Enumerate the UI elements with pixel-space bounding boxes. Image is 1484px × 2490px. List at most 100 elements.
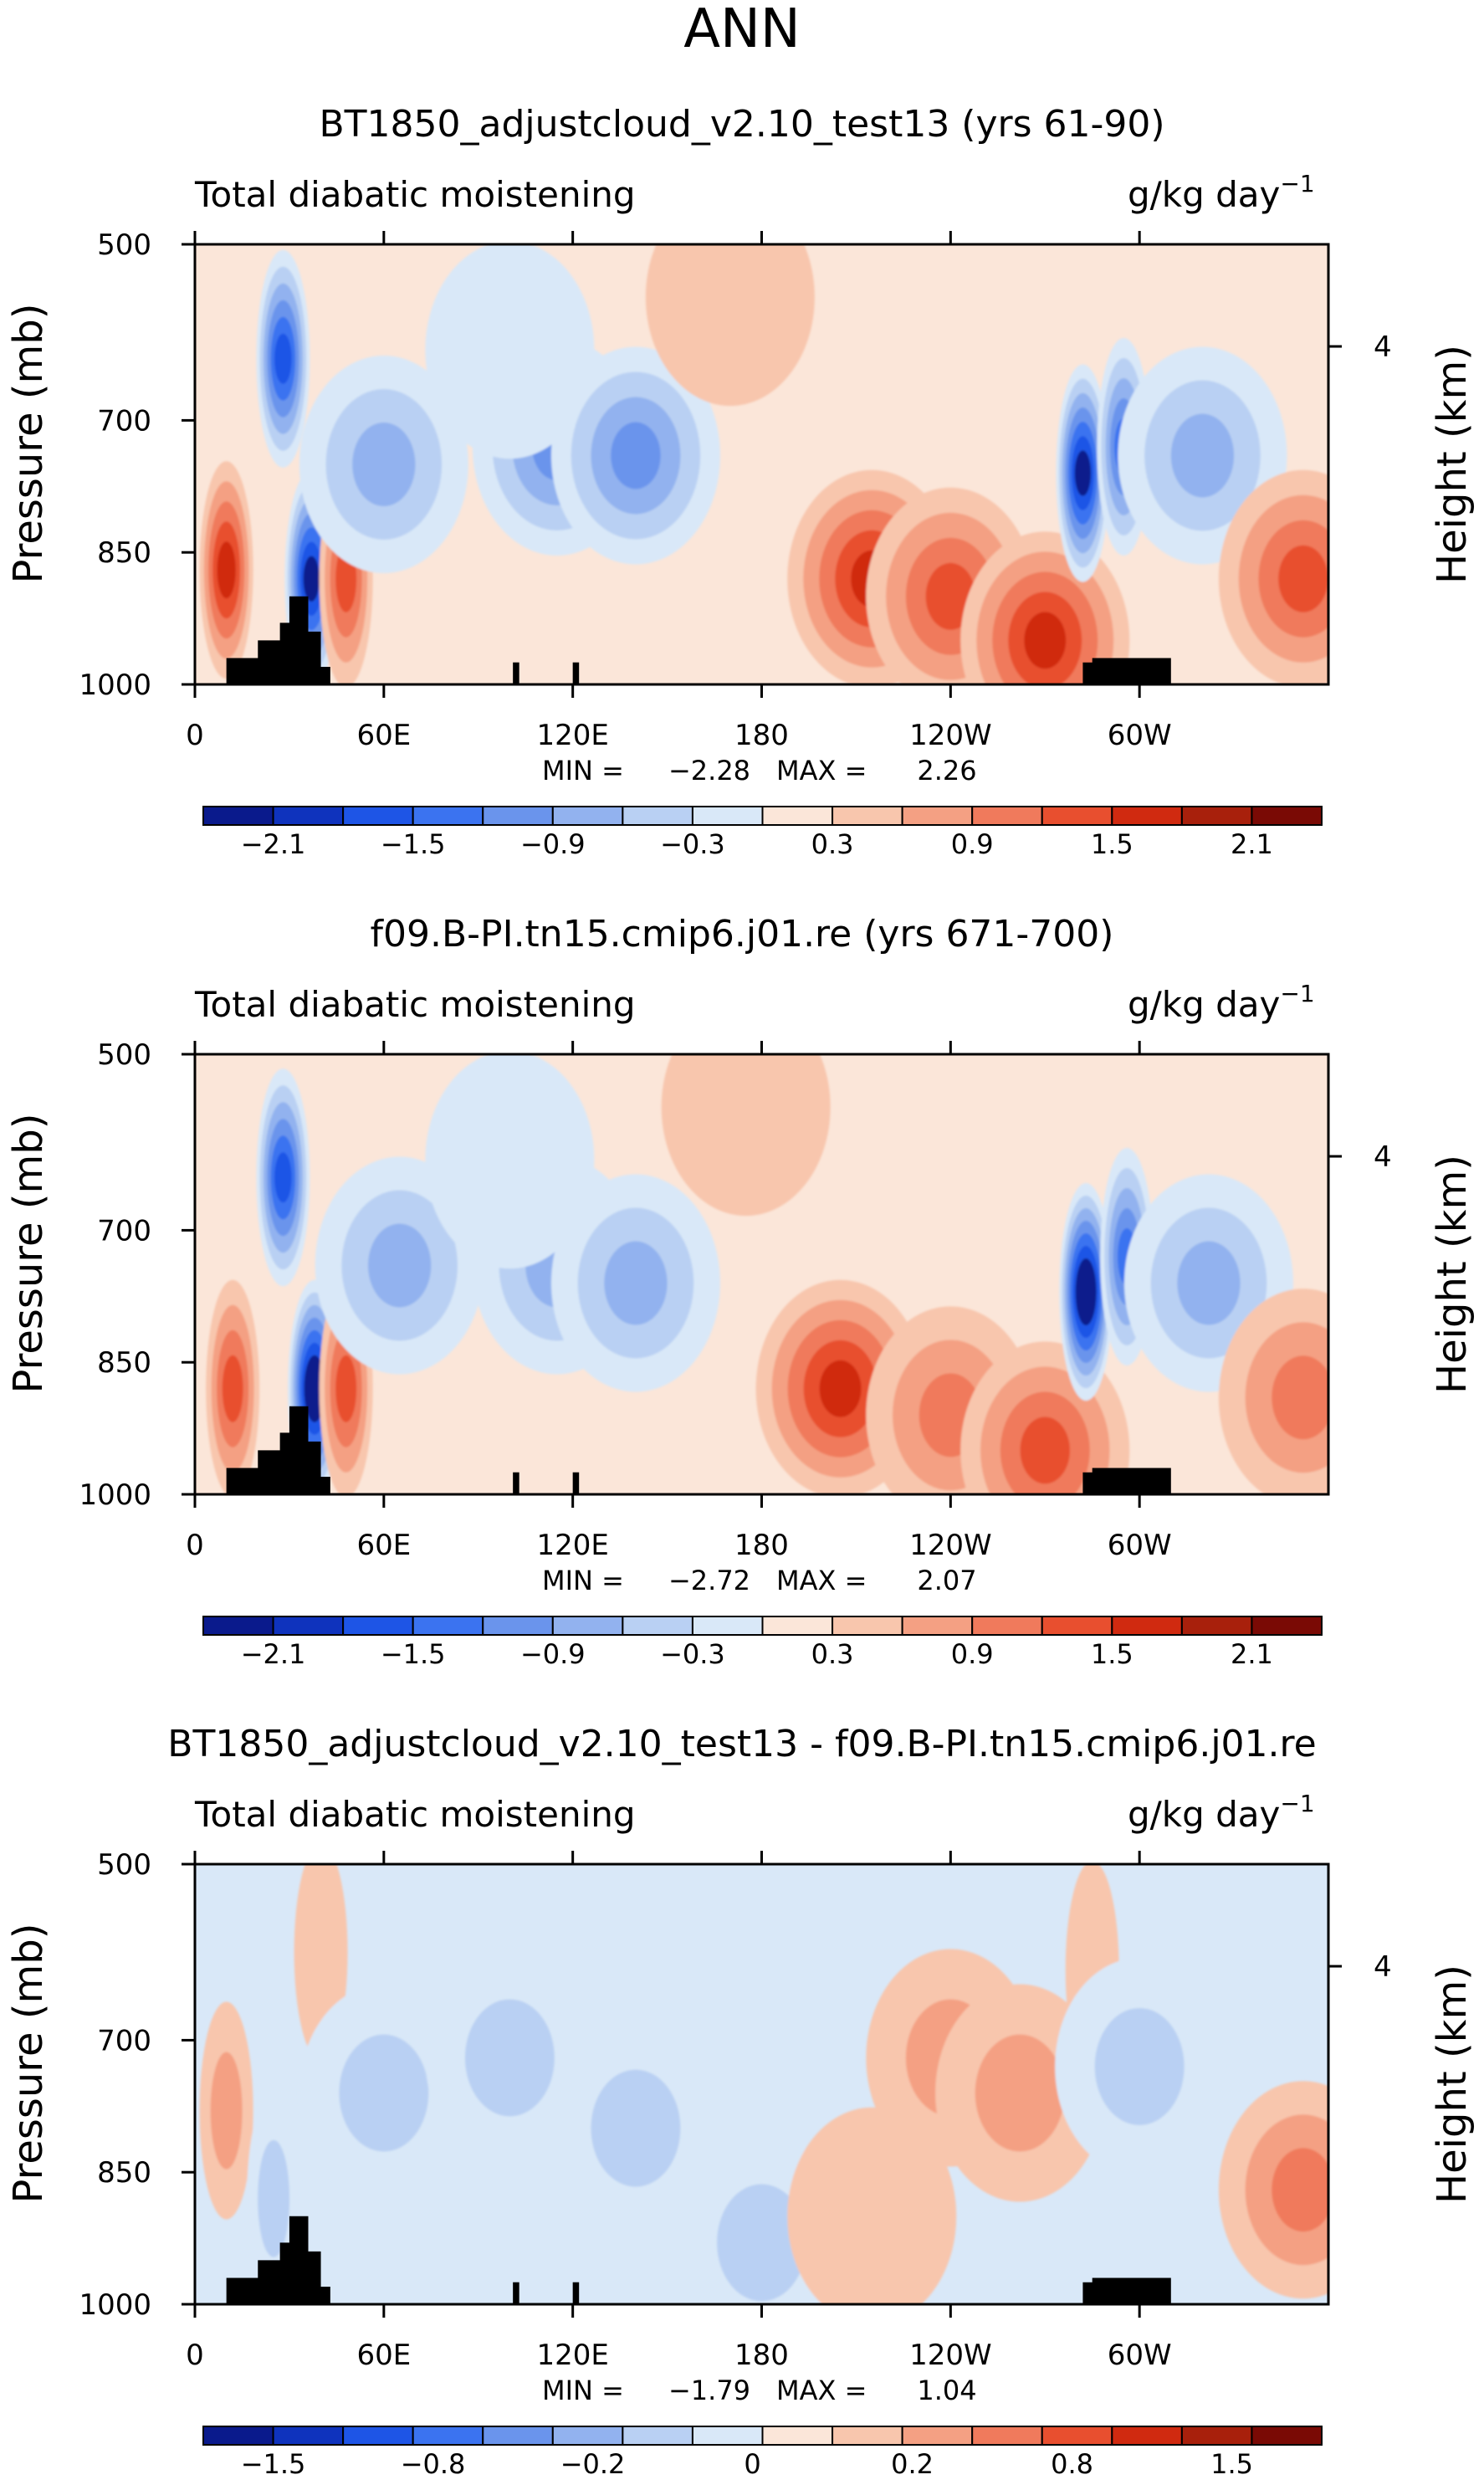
colorbar-swatch bbox=[202, 2426, 274, 2446]
colorbar-swatch bbox=[1111, 2426, 1183, 2446]
x-tick-label: 180 bbox=[734, 719, 789, 752]
colorbar-label: 2.1 bbox=[1231, 1638, 1273, 1670]
colorbar-swatch bbox=[901, 2426, 974, 2446]
x-tick-label: 120W bbox=[909, 2339, 992, 2372]
colorbar-label: 2.1 bbox=[1231, 828, 1273, 860]
colorbar-swatch bbox=[342, 2426, 414, 2446]
field-contour bbox=[352, 423, 416, 506]
field-contour bbox=[1094, 2007, 1185, 2125]
colorbar-label: −2.1 bbox=[241, 1638, 306, 1670]
panel-title: f09.B-PI.tn15.cmip6.j01.re (yrs 671-700) bbox=[371, 913, 1114, 956]
plot-area: 0 60E 120E 180 120W 60W 500 700 850 1000 4 bbox=[79, 228, 1391, 752]
field-contour bbox=[274, 333, 292, 384]
y-tick-label: 700 bbox=[97, 1214, 151, 1248]
colorbar-label: 1.5 bbox=[1210, 2448, 1253, 2480]
terrain-mask bbox=[513, 2282, 519, 2304]
field-label: Total diabatic moistening bbox=[194, 1794, 636, 1835]
colorbar-label: −2.1 bbox=[241, 828, 306, 860]
colorbar-swatch bbox=[1251, 806, 1323, 826]
colorbar-swatch bbox=[412, 2426, 484, 2446]
colorbar-swatch bbox=[551, 2426, 624, 2446]
min-label: MIN = bbox=[542, 1565, 624, 1596]
field-contour bbox=[335, 1355, 357, 1422]
colorbar-swatch bbox=[1251, 2426, 1323, 2446]
colorbar-swatch bbox=[342, 1616, 414, 1636]
units-exponent: −1 bbox=[1280, 1790, 1314, 1817]
colorbar-swatch bbox=[1041, 1616, 1113, 1636]
y-tick-label: 1000 bbox=[79, 1478, 151, 1512]
colorbar-swatch bbox=[691, 1616, 764, 1636]
field-contour bbox=[1272, 1355, 1328, 1440]
colorbar-swatch bbox=[761, 806, 834, 826]
terrain-mask bbox=[572, 662, 580, 684]
colorbar-swatch bbox=[1180, 806, 1253, 826]
field-contour bbox=[1074, 450, 1092, 496]
colorbar-swatch bbox=[761, 2426, 834, 2446]
x-tick-label: 120W bbox=[909, 1529, 992, 1562]
terrain-mask bbox=[572, 1472, 580, 1494]
colorbar: −1.5 −0.8 −0.2 0 0.2 0.8 1.5 bbox=[202, 2426, 1323, 2480]
colorbar-swatch bbox=[761, 1616, 834, 1636]
max-label: MAX = bbox=[776, 2375, 867, 2406]
colorbar-label: −0.9 bbox=[520, 1638, 586, 1670]
colorbar-swatch bbox=[971, 806, 1043, 826]
colorbar-swatch bbox=[1111, 1616, 1183, 1636]
x-tick-label: 60W bbox=[1108, 719, 1172, 752]
colorbar-label: 0.8 bbox=[1051, 2448, 1093, 2480]
y-axis-label: Pressure (mb) bbox=[5, 1924, 52, 2204]
colorbar-swatch bbox=[832, 1616, 903, 1636]
colorbar-label: −0.3 bbox=[660, 828, 725, 860]
units-label: g/kg day−1 bbox=[1128, 170, 1315, 215]
panel-3: BT1850_adjustcloud_v2.10_test13 - f09.B-… bbox=[5, 1723, 1476, 2480]
terrain-mask bbox=[1082, 2277, 1171, 2304]
field-contour bbox=[787, 2107, 957, 2304]
colorbar-swatch bbox=[412, 1616, 484, 1636]
colorbar-swatch bbox=[482, 2426, 554, 2446]
y-tick-label: 500 bbox=[97, 1038, 151, 1072]
terrain-mask bbox=[226, 1406, 330, 1494]
colorbar-label: −1.5 bbox=[241, 2448, 306, 2480]
max-value: 2.26 bbox=[917, 755, 976, 786]
field-contour bbox=[819, 1360, 862, 1417]
units-label: g/kg day−1 bbox=[1128, 980, 1315, 1025]
field-contour bbox=[1077, 1271, 1094, 1314]
colorbar-swatch bbox=[551, 1616, 624, 1636]
colorbar-label: 0.3 bbox=[811, 1638, 854, 1670]
right-tick-label: 4 bbox=[1374, 1140, 1392, 1174]
field-layer bbox=[199, 244, 1328, 684]
colorbar-label: 1.5 bbox=[1091, 828, 1133, 860]
x-tick-label: 60E bbox=[356, 719, 411, 752]
colorbar-swatch bbox=[1041, 806, 1113, 826]
plot-area: 0 60E 120E 180 120W 60W 500 700 850 1000 4 bbox=[79, 1848, 1391, 2372]
min-value: −1.79 bbox=[668, 2375, 750, 2406]
max-label: MAX = bbox=[776, 755, 867, 786]
x-tick-label: 120W bbox=[909, 719, 992, 752]
units-exponent: −1 bbox=[1280, 170, 1314, 197]
panel-2: f09.B-PI.tn15.cmip6.j01.re (yrs 671-700)… bbox=[5, 913, 1476, 1670]
units-text: g/kg day bbox=[1128, 984, 1280, 1025]
colorbar-swatch bbox=[691, 806, 764, 826]
field-contour bbox=[975, 2034, 1065, 2152]
max-value: 1.04 bbox=[917, 2375, 976, 2406]
colorbar-label: 0.3 bbox=[811, 828, 854, 860]
field-contour bbox=[1278, 545, 1328, 612]
colorbar-swatch bbox=[272, 1616, 345, 1636]
field-contour bbox=[611, 422, 661, 489]
field-contour bbox=[591, 2069, 681, 2187]
colorbar: −2.1 −1.5 −0.9 −0.3 0.3 0.9 1.5 2.1 bbox=[202, 1616, 1323, 1670]
y-tick-label: 850 bbox=[97, 1346, 151, 1380]
terrain-mask bbox=[513, 662, 519, 684]
field-contour bbox=[306, 1367, 323, 1410]
colorbar-label: 0.9 bbox=[951, 828, 994, 860]
field-contour bbox=[1177, 1241, 1241, 1325]
panel-title: BT1850_adjustcloud_v2.10_test13 (yrs 61-… bbox=[319, 103, 1164, 146]
field-contour bbox=[425, 1054, 595, 1269]
y-tick-label: 500 bbox=[97, 228, 151, 262]
field-contour bbox=[661, 1054, 831, 1217]
colorbar-label: −1.5 bbox=[381, 828, 446, 860]
plot-area: 0 60E 120E 180 120W 60W 500 700 850 1000 4 bbox=[79, 1038, 1392, 1562]
colorbar-swatch bbox=[622, 806, 693, 826]
y-tick-label: 500 bbox=[97, 1848, 151, 1882]
field-contour bbox=[925, 562, 976, 630]
terrain-mask bbox=[572, 2282, 580, 2304]
